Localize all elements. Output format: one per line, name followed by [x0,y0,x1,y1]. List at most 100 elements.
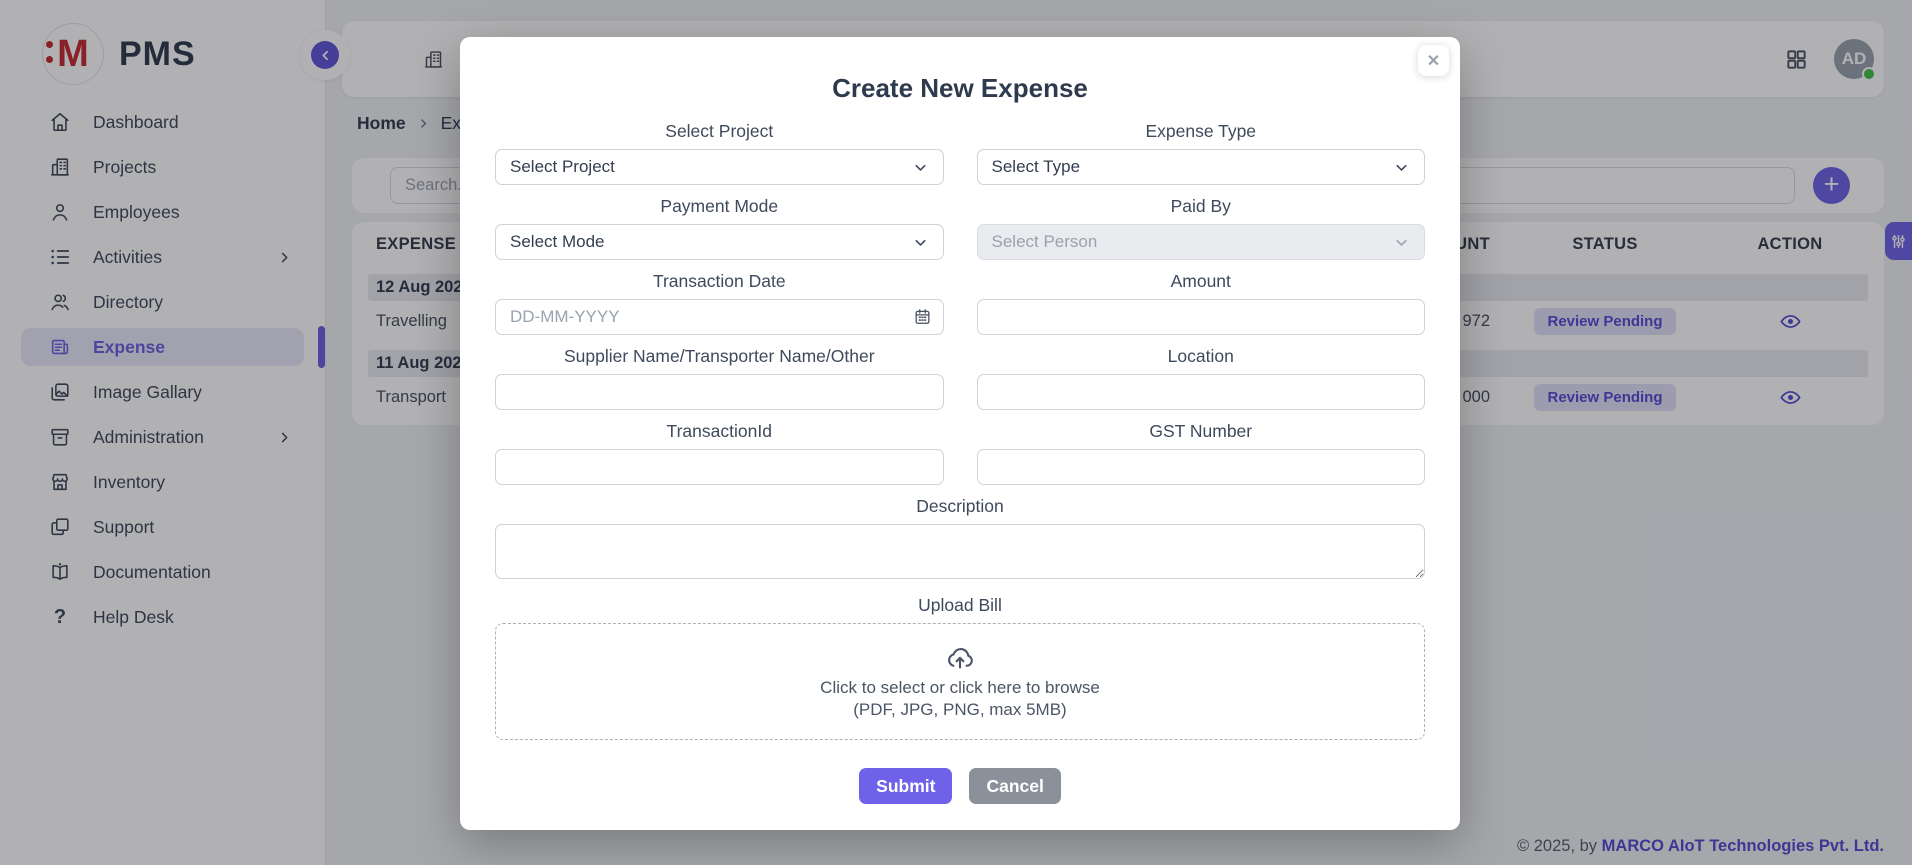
field-label: Transaction Date [652,271,786,291]
building-icon[interactable] [423,49,444,70]
sidebar-item-support[interactable]: Support [21,508,304,546]
sidebar-item-administration[interactable]: Administration [21,418,304,456]
field-transaction-date: Transaction Date [495,270,944,335]
field-description: Description [495,495,1425,584]
select-project-dropdown[interactable]: Select Project [495,149,944,185]
chevron-left-icon [321,50,328,60]
field-label: Payment Mode [660,196,779,216]
group-date: 12 Aug 2025 [376,278,472,296]
eye-icon [1779,315,1801,328]
field-location: Location [976,345,1425,410]
cancel-button[interactable]: Cancel [969,768,1061,804]
sidebar-collapse-button[interactable] [311,41,339,69]
sidebar-item-label: Support [93,516,155,537]
sliders-icon [1892,234,1905,248]
sidebar-item-label: Directory [93,291,164,312]
sidebar-item-dashboard[interactable]: Dashboard [21,103,304,141]
sidebar-item-label: Employees [93,201,180,222]
sidebar-item-documentation[interactable]: Documentation [21,553,304,591]
field-gst-number: GST Number [976,420,1425,485]
add-expense-button[interactable]: + [1813,167,1850,204]
location-input[interactable] [976,374,1425,410]
field-label: Expense Type [1145,121,1257,141]
cloud-upload-icon [948,648,973,669]
online-status-dot [1862,67,1876,81]
status-cell: Review Pending [1490,384,1720,411]
sidebar-item-inventory[interactable]: Inventory [21,463,304,501]
gst-number-input[interactable] [976,449,1425,485]
upload-dropzone[interactable]: Click to select or click here to browse … [495,623,1425,740]
status-badge: Review Pending [1534,308,1676,335]
sidebar-item-employees[interactable]: Employees [21,193,304,231]
column-status: STATUS [1572,234,1638,253]
status-cell: Review Pending [1490,308,1720,335]
header-actions: AD [1785,21,1876,97]
footer: © 2025, by MARCO AIoT Technologies Pvt. … [1517,837,1884,856]
view-expense-button[interactable] [1779,386,1802,409]
footer-company-link[interactable]: MARCO AIoT Technologies Pvt. Ltd. [1601,837,1884,855]
sidebar-item-label: Dashboard [93,111,179,132]
chevron-right-icon [281,252,288,262]
table-header-row: EXPENSE NAME AMOUNT STATUS ACTION [352,222,1884,266]
field-label: Paid By [1170,196,1231,216]
list-icon [51,249,70,265]
field-amount: Amount [976,270,1425,335]
submit-button[interactable]: Submit [859,768,953,804]
expense-name-cell: Travelling [376,312,447,330]
chevron-down-icon [914,239,926,246]
modal-close-button[interactable]: ✕ [1418,45,1449,76]
paid-by-dropdown: Select Person [976,224,1425,260]
sidebar-item-expense[interactable]: Expense [21,326,325,368]
expense-form: Select Project Select Project Expense Ty… [495,120,1425,804]
chevron-down-icon [914,164,926,171]
sidebar-item-label: Image Gallary [93,381,202,402]
chevron-right-icon [281,432,288,442]
sidebar-item-activities[interactable]: Activities [21,238,304,276]
transaction-date-input[interactable] [495,299,944,335]
sidebar-item-projects[interactable]: Projects [21,148,304,186]
field-paid-by: Paid By Select Person [976,195,1425,260]
sidebar-item-help-desk[interactable]: ? Help Desk [21,598,304,636]
expense-type-dropdown[interactable]: Select Type [976,149,1425,185]
sidebar-item-directory[interactable]: Directory [21,283,304,321]
storefront-icon [52,473,68,491]
field-expense-type: Expense Type Select Type [976,120,1425,185]
status-badge: Review Pending [1534,384,1676,411]
app-logo: M PMS [0,0,325,85]
description-textarea[interactable] [495,524,1425,579]
close-icon: ✕ [1426,52,1441,70]
field-transaction-id: TransactionId [495,420,944,485]
field-label: GST Number [1149,421,1253,441]
field-label: Supplier Name/Transporter Name/Other [563,346,875,366]
sidebar-item-image-gallary[interactable]: Image Gallary [21,373,304,411]
supplier-name-input[interactable] [495,374,944,410]
view-expense-button[interactable] [1779,310,1802,333]
transaction-id-input[interactable] [495,449,944,485]
field-payment-mode: Payment Mode Select Mode [495,195,944,260]
sidebar-item-label: Activities [93,246,163,267]
table-row: Travelling 972 Review Pending [352,301,1884,342]
plus-icon: + [1823,169,1840,199]
chevron-down-icon [1396,239,1407,246]
sidebar: M PMS Dashboard Projects Employees Activ… [0,0,326,865]
apps-grid-icon[interactable] [1785,48,1808,71]
amount-cell: 000 [1462,388,1490,406]
modal-actions: Submit Cancel [495,768,1425,804]
selected-value: Select Mode [510,232,605,251]
footer-copyright: © 2025, by [1517,837,1602,855]
avatar[interactable]: AD [1834,39,1876,81]
amount-input[interactable] [976,299,1425,335]
sidebar-item-label: Documentation [93,561,211,582]
copy-icon [51,518,69,536]
filter-panel-tab[interactable] [1885,222,1912,260]
upload-filetypes: (PDF, JPG, PNG, max 5MB) [853,700,1067,719]
breadcrumb-home[interactable]: Home [357,113,406,133]
field-label: Upload Bill [918,595,1002,615]
sidebar-item-label: Help Desk [93,606,174,627]
building-icon [50,158,70,176]
column-action: ACTION [1757,234,1823,253]
field-upload-bill: Upload Bill Click to select or click her… [495,594,1425,740]
payment-mode-dropdown[interactable]: Select Mode [495,224,944,260]
action-cell [1720,386,1860,409]
chevron-down-icon [1396,164,1407,171]
